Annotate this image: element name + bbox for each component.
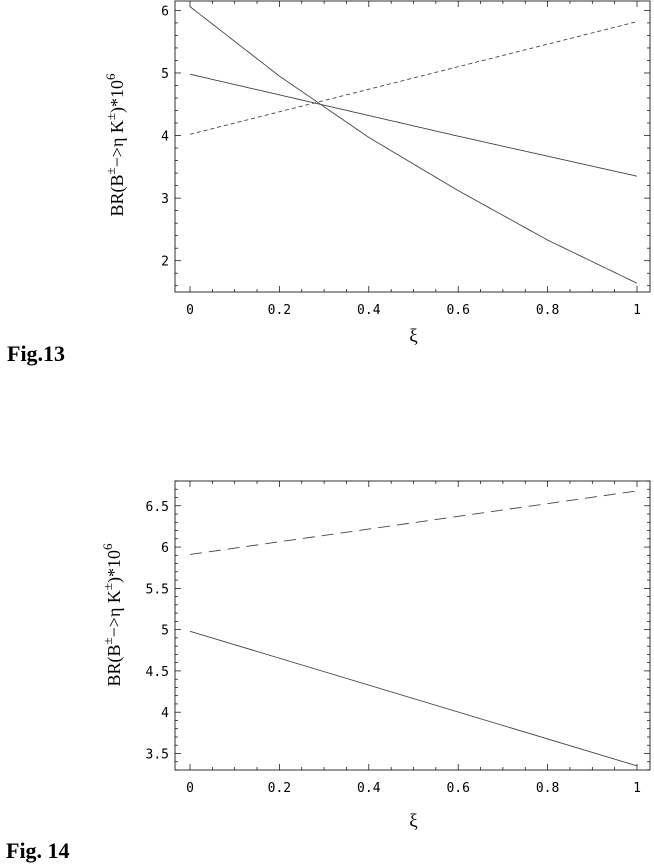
y-tick-label: 6	[161, 4, 169, 19]
y-tick-label: 5	[161, 624, 169, 639]
y-tick-label: 2	[161, 255, 169, 270]
y-tick-label: 5.5	[146, 582, 169, 597]
x-tick-label: 0.8	[536, 303, 559, 318]
chart-1: 0 0.2 0.4 0.6 0.8 1 2 3 4 5 6 ξ BR(B±−>η K±)*106	[103, 0, 651, 347]
plot-frame	[174, 480, 651, 771]
figure-14-caption: Fig. 14	[6, 838, 70, 863]
series-line-1-solid	[189, 6, 638, 284]
x-tick-label: 0	[186, 303, 194, 318]
x-axis-label: ξ	[409, 811, 418, 832]
x-tick-label: 0.6	[446, 303, 469, 318]
y-tick-label: 4.5	[146, 665, 169, 680]
plot-frame	[174, 0, 651, 293]
y-axis-label: BR(B±−>η K±)*106	[103, 73, 128, 217]
x-tick-label: 1	[633, 303, 641, 318]
x-tick-label: 0.2	[268, 303, 291, 318]
series-line-2-solid	[189, 73, 638, 177]
y-tick-label: 6	[161, 541, 169, 556]
x-tick-label: 0.8	[536, 781, 559, 796]
x-tick-label: 0.6	[446, 781, 469, 796]
chart-2: 0 0.2 0.4 0.6 0.8 1 3.5 4 4.5 5 5.5 6 6.5 ξ BR(B±−>η K…	[100, 480, 651, 832]
y-axis-label: BR(B±−>η K±)*106	[100, 543, 125, 687]
y-tick-label: 3	[161, 192, 169, 207]
x-tick-label: 1	[633, 781, 641, 796]
y-tick-label: 4	[161, 130, 169, 145]
series-line-2-solid	[189, 630, 638, 767]
y-tick-label: 3.5	[146, 747, 169, 762]
series-line-3-dashed	[189, 21, 638, 135]
y-tick-label: 5	[161, 67, 169, 82]
figure-13-caption: Fig.13	[7, 341, 66, 366]
x-tick-label: 0	[186, 781, 194, 796]
y-tick-label: 6.5	[146, 500, 169, 515]
x-tick-label: 0.4	[357, 781, 381, 796]
y-tick-label: 4	[161, 706, 169, 721]
x-axis-label: ξ	[409, 326, 418, 347]
x-tick-label: 0.4	[357, 303, 381, 318]
series-line-1-dashed	[189, 490, 638, 555]
x-tick-label: 0.2	[268, 781, 291, 796]
